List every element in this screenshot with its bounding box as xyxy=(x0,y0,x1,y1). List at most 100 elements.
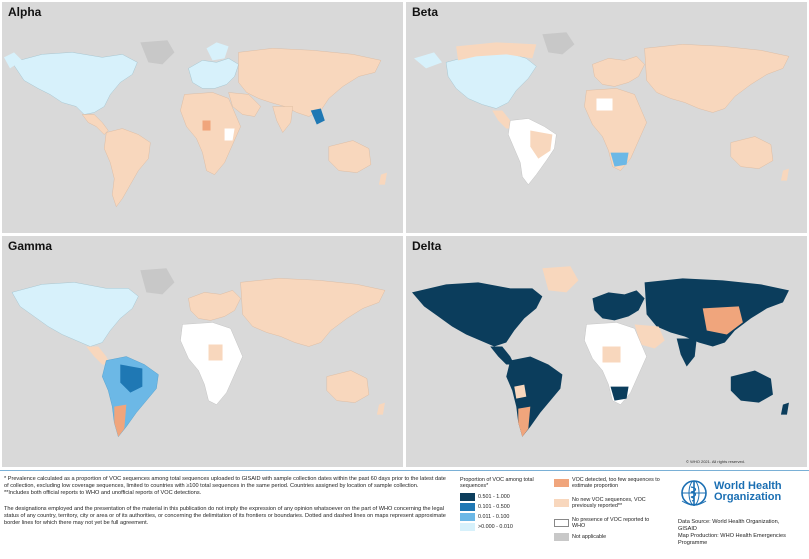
india xyxy=(272,106,293,133)
central-america xyxy=(81,114,109,135)
alaska xyxy=(414,52,443,69)
legend-label: No new VOC sequences, VOC previously rep… xyxy=(572,497,646,510)
new-zealand xyxy=(376,402,385,415)
asia xyxy=(240,278,386,347)
north-america-region xyxy=(11,282,139,347)
south-africa-hotspot xyxy=(610,152,629,167)
legend-swatch xyxy=(554,499,569,507)
india-dark xyxy=(676,338,697,367)
legend-label: >0.000 - 0.010 xyxy=(478,523,513,530)
south-america xyxy=(508,118,557,185)
legend-label: 0.501 - 1.000 xyxy=(478,493,510,500)
legend-bin-1: 0.501 - 1.000 xyxy=(460,493,566,501)
legend-swatch xyxy=(460,493,475,501)
australia xyxy=(326,370,370,403)
africa-peach xyxy=(208,344,223,361)
greenland xyxy=(140,268,175,295)
disclaimer: The designations employed and the presen… xyxy=(4,505,446,527)
europe xyxy=(592,56,645,87)
panel-title-beta: Beta xyxy=(412,5,439,19)
footnote-reports: **Includes both official reports to WHO … xyxy=(4,490,202,497)
map-production-text: Map Production: WHO Health Emergencies P… xyxy=(678,533,786,546)
legend-label: Not applicable xyxy=(572,533,607,540)
legend-category-3: No presence of VOC reported to WHO xyxy=(554,517,660,529)
who-logo: World Health Organization xyxy=(678,477,798,511)
north-america-region xyxy=(445,52,537,109)
africa-no-presence xyxy=(224,128,235,141)
legend-swatch xyxy=(460,513,475,521)
footer: * Prevalence calculated as a proportion … xyxy=(0,470,809,559)
south-america-peach xyxy=(514,384,527,399)
south-america xyxy=(506,356,563,437)
data-source-text: Data Source: World Health Organization, … xyxy=(678,519,780,532)
panel-title-alpha: Alpha xyxy=(8,5,42,19)
asia xyxy=(238,48,382,117)
australia xyxy=(730,136,774,169)
legend-label: 0.101 - 0.500 xyxy=(478,503,510,510)
map-panel-beta: Beta xyxy=(406,2,807,233)
map-legend: Proportion of VOC among total sequences*… xyxy=(459,477,669,557)
australia xyxy=(730,370,773,403)
south-africa-dark xyxy=(610,386,629,401)
panel-title-gamma: Gamma xyxy=(8,239,53,253)
legend-swatch xyxy=(554,479,569,487)
legend-swatch xyxy=(554,533,569,541)
who-name: World Health Organization xyxy=(714,480,782,503)
brazil-peach xyxy=(530,130,553,159)
legend-label: 0.011 - 0.100 xyxy=(478,513,510,520)
europe xyxy=(188,58,239,89)
map-panel-delta: Delta © WHO 2021. All rights reserved. xyxy=(406,236,807,467)
europe xyxy=(592,290,645,321)
south-cone-orange xyxy=(114,404,127,437)
brazil-mid xyxy=(120,364,143,393)
europe xyxy=(188,290,241,321)
new-zealand xyxy=(780,168,789,181)
south-cone-orange xyxy=(518,406,531,437)
legend-category-1: VOC detected, too few sequences to estim… xyxy=(554,477,660,489)
middle-east xyxy=(228,92,261,117)
who-credit-block: World Health Organization Data Source: W… xyxy=(676,475,806,557)
central-america xyxy=(490,346,515,365)
greenland xyxy=(542,266,579,293)
beta-world-map xyxy=(414,32,790,185)
africa xyxy=(180,322,243,405)
legend-bin-2: 0.101 - 0.500 xyxy=(460,503,566,511)
footnotes: * Prevalence calculated as a proportion … xyxy=(4,476,449,527)
africa xyxy=(180,92,241,175)
legend-title: Proportion of VOC among total sequences* xyxy=(460,477,534,490)
alaska xyxy=(4,52,23,69)
new-zealand xyxy=(780,402,789,415)
greenland xyxy=(542,32,575,55)
north-america-region xyxy=(11,52,138,115)
legend-swatch xyxy=(554,519,569,527)
map-panel-gamma: Gamma xyxy=(2,236,403,467)
legend-swatch xyxy=(460,503,475,511)
legend-category-4: Not applicable xyxy=(554,533,660,541)
panel-title-delta: Delta xyxy=(412,239,442,253)
africa-no-presence xyxy=(596,98,613,111)
scandinavia xyxy=(206,42,229,61)
alpha-world-map xyxy=(4,40,387,208)
south-america xyxy=(104,128,151,208)
copyright-notice: © WHO 2021. All rights reserved. xyxy=(686,459,745,464)
central-america xyxy=(492,110,515,129)
legend-swatch xyxy=(460,523,475,531)
who-data-source: Data Source: World Health Organization, … xyxy=(678,519,798,547)
legend-bin-4: >0.000 - 0.010 xyxy=(460,523,566,531)
greenland xyxy=(140,40,175,65)
asia xyxy=(644,44,790,113)
delta-world-map xyxy=(412,266,789,437)
china-orange xyxy=(702,306,743,335)
central-america xyxy=(86,346,111,365)
legend-label: VOC detected, too few sequences to estim… xyxy=(572,477,660,490)
canada-peach xyxy=(456,42,537,61)
southeast-asia-hotspot xyxy=(310,108,325,125)
who-emblem-icon xyxy=(681,480,707,506)
africa-peach xyxy=(602,346,621,363)
middle-east-peach xyxy=(634,324,665,349)
gamma-world-map xyxy=(11,268,386,438)
legend-bin-3: 0.011 - 0.100 xyxy=(460,513,566,521)
new-zealand xyxy=(378,172,387,185)
africa-orange xyxy=(202,120,211,131)
legend-label: No presence of VOC reported to WHO xyxy=(572,517,650,530)
